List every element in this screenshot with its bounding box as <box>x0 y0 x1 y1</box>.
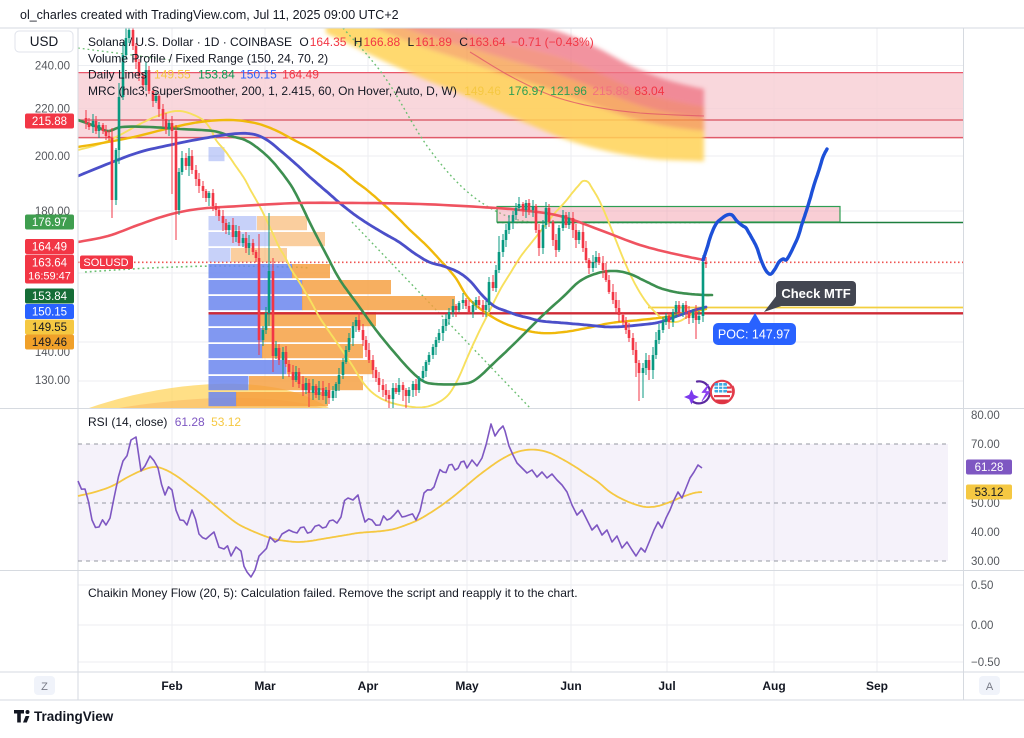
svg-text:SOLUSD: SOLUSD <box>83 257 128 269</box>
svg-text:Sep: Sep <box>866 679 888 693</box>
svg-text:ol_charles created with Tradin: ol_charles created with TradingView.com,… <box>20 8 399 22</box>
svg-text:A: A <box>986 681 994 693</box>
svg-text:53.12: 53.12 <box>975 487 1004 499</box>
svg-text:−0.50: −0.50 <box>971 657 1000 669</box>
svg-text:240.00: 240.00 <box>35 61 70 73</box>
svg-text:153.84: 153.84 <box>32 291 68 303</box>
svg-text:Jul: Jul <box>658 679 675 693</box>
svg-text:Apr: Apr <box>358 679 379 693</box>
svg-text:Z: Z <box>41 681 48 693</box>
svg-text:POC: 147.97: POC: 147.97 <box>718 328 790 342</box>
svg-text:TradingView: TradingView <box>34 709 114 724</box>
svg-text:May: May <box>455 679 479 693</box>
svg-text:30.00: 30.00 <box>971 556 1000 568</box>
svg-text:50.00: 50.00 <box>971 498 1000 510</box>
svg-text:Daily Lines 149.55 153.84 150.: Daily Lines 149.55 153.84 150.15 164.49 <box>88 68 319 82</box>
svg-text:0.50: 0.50 <box>971 580 993 592</box>
svg-text:Solana / U.S. Dollar · 1D · CO: Solana / U.S. Dollar · 1D · COINBASE O16… <box>88 35 594 49</box>
svg-text:Feb: Feb <box>161 679 182 693</box>
svg-text:215.88: 215.88 <box>32 116 67 128</box>
svg-text:Check MTF: Check MTF <box>781 286 850 301</box>
svg-text:200.00: 200.00 <box>35 151 70 163</box>
svg-text:150.15: 150.15 <box>32 307 67 319</box>
svg-text:MRC (hlc3, SuperSmoother, 200,: MRC (hlc3, SuperSmoother, 200, 1, 2.415,… <box>88 84 665 98</box>
svg-text:Aug: Aug <box>762 679 785 693</box>
svg-text:163.64: 163.64 <box>32 258 68 270</box>
svg-text:140.00: 140.00 <box>35 347 70 359</box>
svg-text:164.49: 164.49 <box>32 242 67 254</box>
svg-text:130.00: 130.00 <box>35 375 70 387</box>
svg-text:149.55: 149.55 <box>32 322 67 334</box>
svg-text:0.00: 0.00 <box>971 620 993 632</box>
svg-text:RSI (14, close) 61.28 53.12: RSI (14, close) 61.28 53.12 <box>88 415 241 429</box>
svg-text:Chaikin Money Flow (20, 5): Ca: Chaikin Money Flow (20, 5): Calculation … <box>88 586 578 600</box>
svg-text:USD: USD <box>30 34 59 49</box>
svg-text:80.00: 80.00 <box>971 410 1000 422</box>
svg-text:220.00: 220.00 <box>35 104 70 116</box>
svg-text:16:59:47: 16:59:47 <box>28 271 71 283</box>
svg-text:Jun: Jun <box>560 679 581 693</box>
svg-text:70.00: 70.00 <box>971 439 1000 451</box>
svg-text:149.46: 149.46 <box>32 337 67 349</box>
svg-text:176.97: 176.97 <box>32 217 67 229</box>
svg-text:Mar: Mar <box>254 679 276 693</box>
svg-text:Volume Profile / Fixed Range (: Volume Profile / Fixed Range (150, 24, 7… <box>88 52 328 66</box>
svg-text:61.28: 61.28 <box>975 462 1004 474</box>
svg-text:40.00: 40.00 <box>971 527 1000 539</box>
